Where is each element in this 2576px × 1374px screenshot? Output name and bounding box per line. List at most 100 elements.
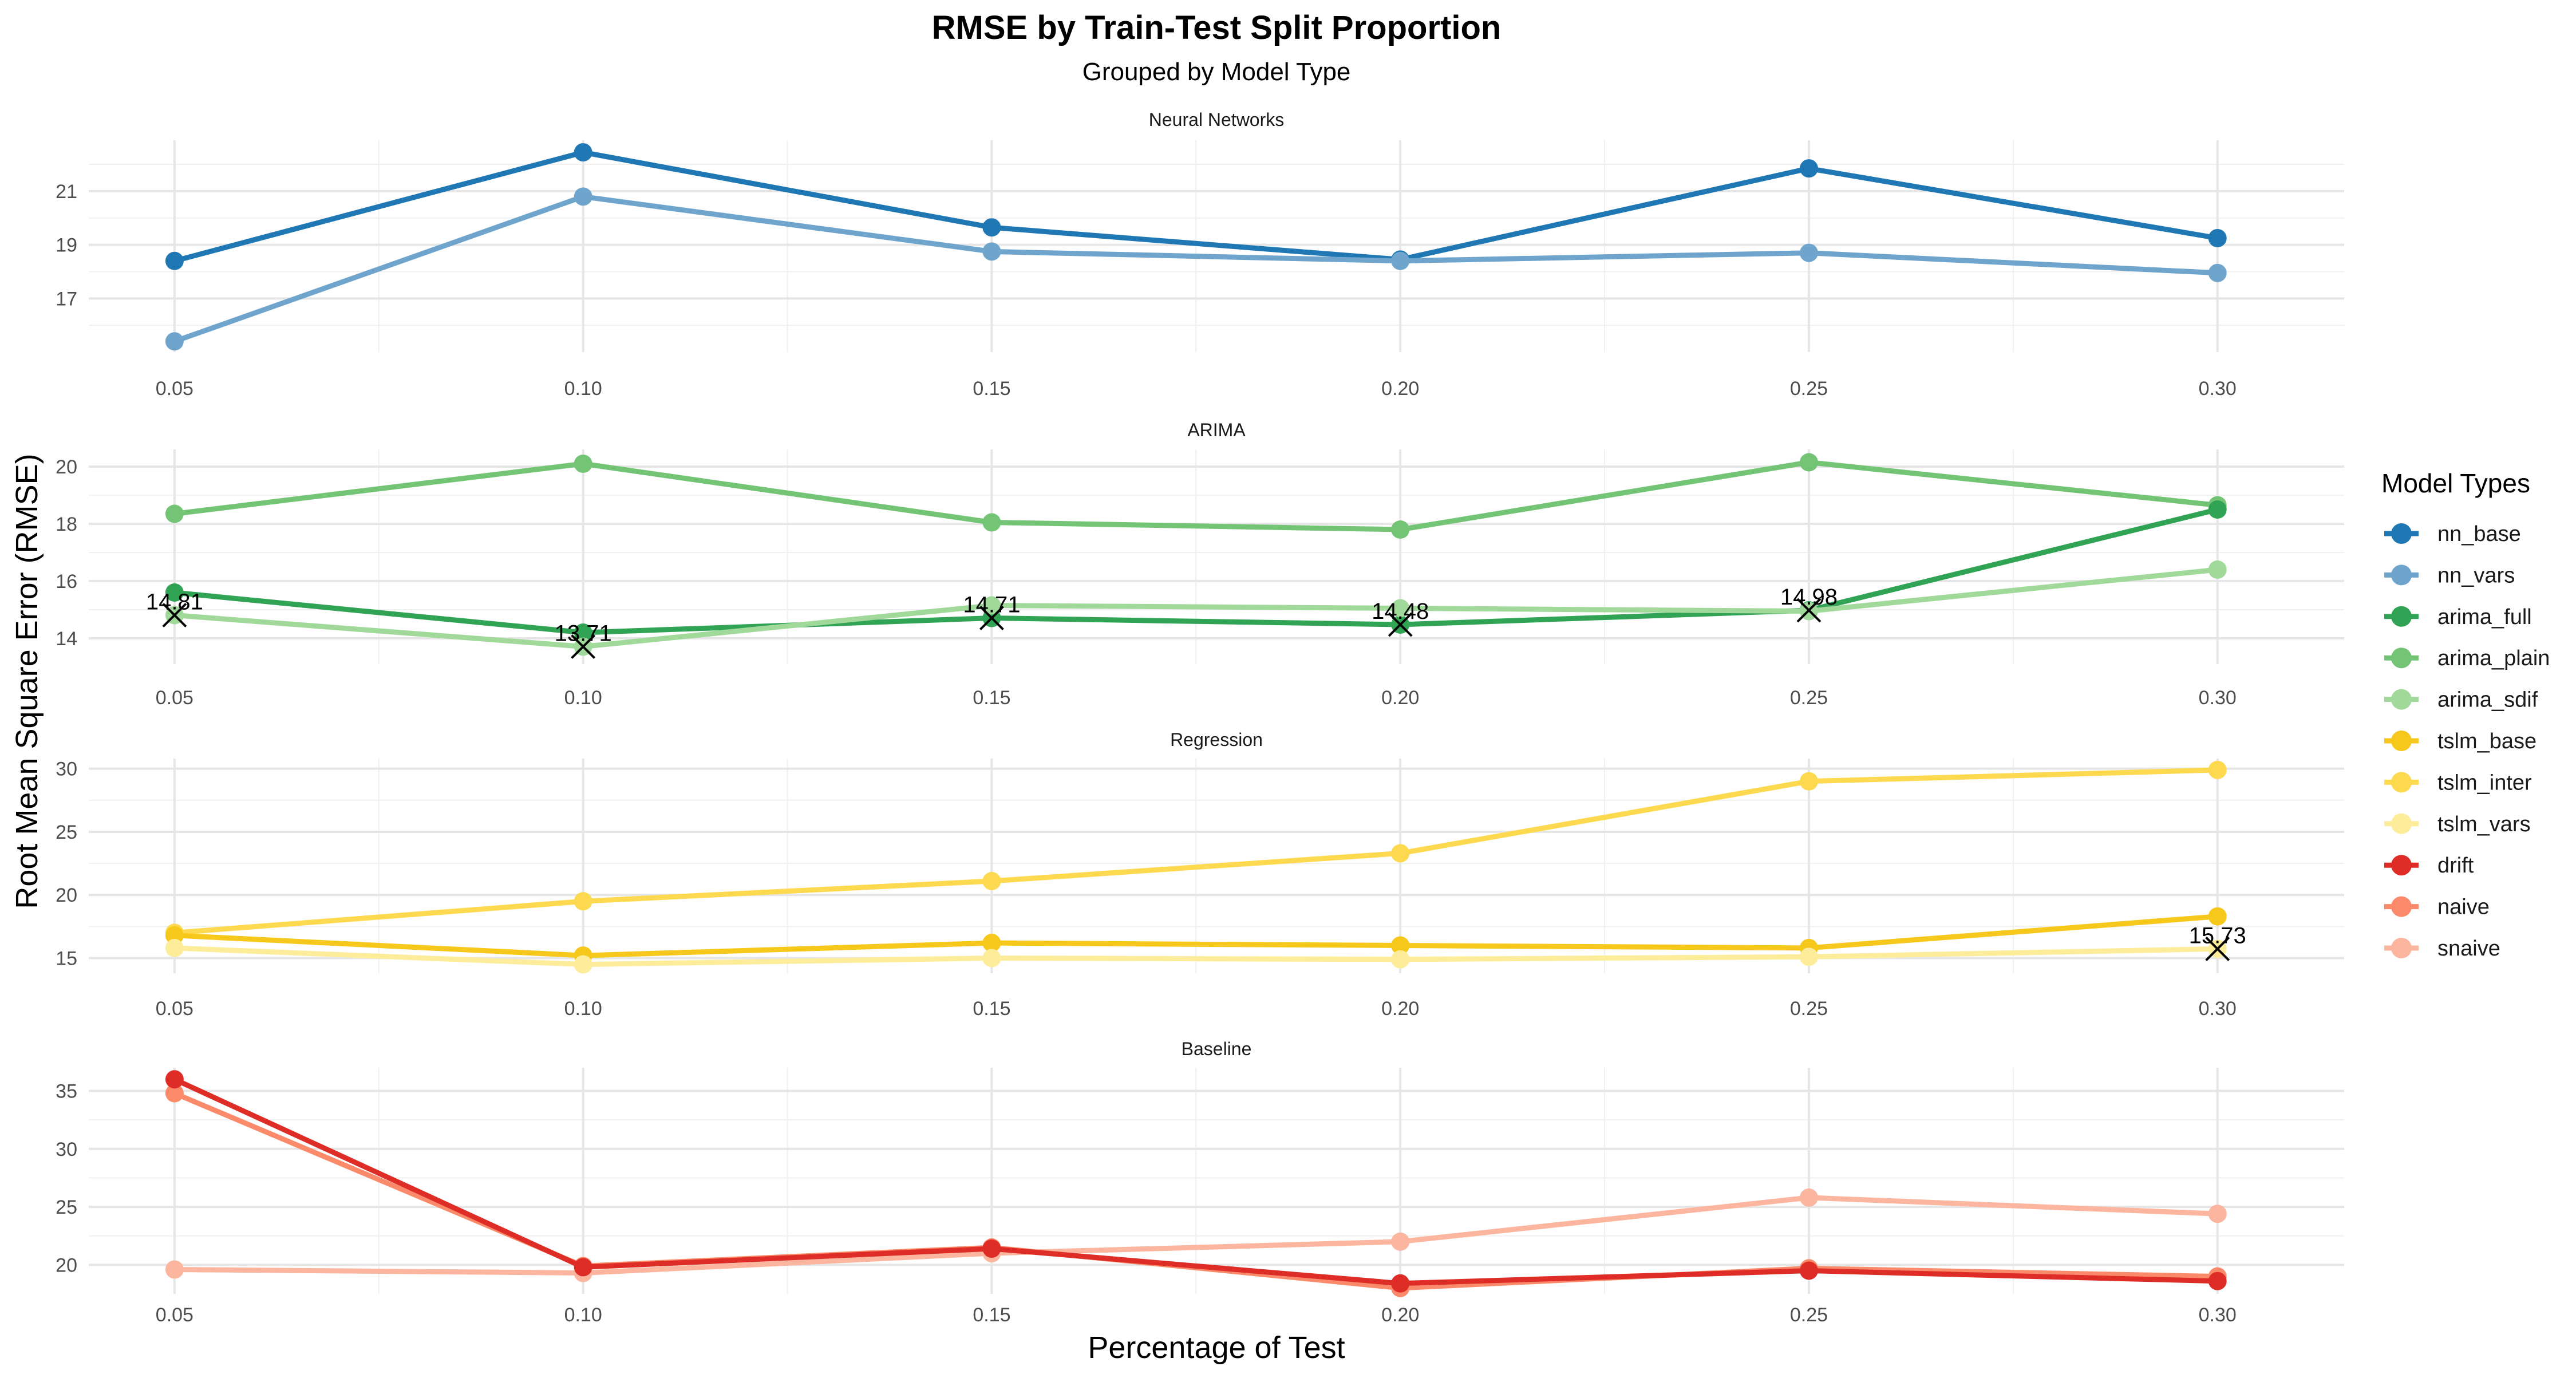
data-point-arima_full [574, 623, 592, 642]
min-marker: 14.98 [1780, 585, 1838, 623]
x-tick-label: 0.30 [2199, 1304, 2237, 1326]
legend-key-dot [2391, 813, 2412, 834]
panel-1: ARIMA 14 16 18 20 0.05 0.10 0.15 0.20 0.25 0.30 14.… [56, 420, 2344, 709]
x-axis-label: Percentage of Test [1088, 1330, 1345, 1365]
legend-key-dot [2391, 606, 2412, 627]
min-marker: 14.48 [1372, 599, 1429, 637]
min-marker: 15.73 [2189, 923, 2246, 961]
min-marker-x [1796, 598, 1822, 623]
y-tick-label: 20 [56, 456, 77, 478]
legend-key-dot [2391, 647, 2412, 669]
legend-item-nn_base: nn_base [2384, 522, 2521, 546]
data-point-nn_base [2208, 228, 2227, 247]
legend-label: snaive [2437, 937, 2500, 961]
x-tick-label: 0.15 [973, 998, 1010, 1020]
legend-label: arima_full [2437, 605, 2532, 629]
data-point-snaive [1799, 1188, 1818, 1207]
data-point-tslm_inter [574, 892, 592, 911]
data-point-drift [574, 1258, 592, 1277]
data-point-tslm_vars [574, 955, 592, 974]
x-tick-labels: 0.05 0.10 0.15 0.20 0.25 0.30 [156, 687, 2237, 709]
x-tick-label: 0.25 [1790, 687, 1828, 709]
data-point-nn_base [165, 251, 184, 270]
legend-item-tslm_inter: tslm_inter [2384, 771, 2532, 795]
legend-key-dot [2391, 938, 2412, 958]
y-tick-label: 16 [56, 571, 77, 593]
x-tick-label: 0.15 [973, 687, 1010, 709]
x-tick-label: 0.05 [156, 687, 193, 709]
min-marker-label: 15.73 [2189, 923, 2246, 948]
y-tick-label: 25 [56, 822, 77, 843]
x-tick-label: 0.30 [2199, 378, 2237, 400]
y-tick-label: 20 [56, 1254, 77, 1276]
data-point-tslm_inter [2208, 760, 2227, 779]
data-point-drift [2208, 1272, 2227, 1290]
y-tick-label: 30 [56, 1139, 77, 1160]
data-point-nn_vars [165, 332, 184, 351]
min-marker-x [1388, 612, 1413, 637]
legend-label: arima_sdif [2437, 688, 2538, 712]
y-tick-labels: 20 25 30 35 [56, 1081, 77, 1277]
y-tick-label: 21 [56, 181, 77, 203]
data-point-drift [1391, 1274, 1410, 1293]
legend-item-nn_vars: nn_vars [2384, 563, 2515, 587]
panel-gridlines [89, 1068, 2344, 1294]
min-marker-label: 14.71 [963, 593, 1020, 618]
x-tick-label: 0.25 [1790, 378, 1828, 400]
x-tick-label: 0.10 [564, 687, 602, 709]
min-marker-label: 14.48 [1372, 599, 1429, 624]
data-point-nn_vars [1799, 243, 1818, 262]
min-marker: 13.71 [555, 621, 612, 659]
data-point-drift [1799, 1261, 1818, 1280]
legend-label: nn_base [2437, 522, 2521, 546]
y-axis-label: Root Mean Square Error (RMSE) [10, 453, 44, 909]
series-line-arima_sdif [172, 567, 2221, 649]
legend-label: tslm_vars [2437, 812, 2531, 836]
data-point-nn_vars [2208, 263, 2227, 282]
min-marker-x [2205, 937, 2230, 961]
y-tick-label: 17 [56, 288, 77, 310]
legend-item-tslm_vars: tslm_vars [2384, 812, 2531, 836]
legend-key-dot [2391, 731, 2412, 751]
legend-label: tslm_base [2437, 729, 2537, 753]
legend-key-dot [2391, 564, 2412, 586]
data-point-tslm_inter [1799, 772, 1818, 791]
panel-title: Regression [1170, 729, 1263, 750]
data-point-snaive [1391, 1232, 1410, 1251]
legend-label: nn_vars [2437, 563, 2515, 587]
y-tick-label: 14 [56, 628, 77, 650]
data-point-nn_base [574, 143, 592, 162]
series-nn_base [165, 143, 2227, 270]
series-line-arima_full [172, 507, 2221, 635]
legend-title: Model Types [2381, 468, 2530, 498]
data-point-tslm_base [1391, 936, 1410, 955]
x-tick-label: 0.05 [156, 378, 193, 400]
x-tick-label: 0.30 [2199, 687, 2237, 709]
chart-title: RMSE by Train-Test Split Proportion [932, 9, 1502, 46]
data-point-arima_sdif [1391, 599, 1410, 618]
data-point-tslm_vars [165, 938, 184, 957]
data-point-nn_vars [982, 242, 1001, 261]
legend-key-dot [2391, 855, 2412, 876]
min-marker-x [571, 634, 596, 659]
data-point-snaive [165, 1260, 184, 1279]
data-point-tslm_inter [1391, 844, 1410, 863]
data-point-arima_plain [574, 455, 592, 473]
legend-items: nn_base nn_vars arima_full arima_plainarima… [2384, 522, 2550, 961]
data-point-arima_plain [982, 513, 1001, 532]
x-tick-label: 0.25 [1790, 998, 1828, 1020]
data-point-arima_plain [1391, 520, 1410, 539]
panel-title: Baseline [1182, 1039, 1252, 1059]
min-marker-x [162, 603, 187, 627]
data-point-naive [165, 1084, 184, 1103]
min-marker: 14.71 [963, 593, 1020, 630]
panel-gridlines [89, 140, 2344, 352]
y-tick-label: 25 [56, 1197, 77, 1218]
series-line-nn_base [172, 149, 2221, 264]
legend-item-tslm_base: tslm_base [2384, 729, 2537, 753]
x-tick-label: 0.05 [156, 998, 193, 1020]
data-point-drift [165, 1070, 184, 1089]
